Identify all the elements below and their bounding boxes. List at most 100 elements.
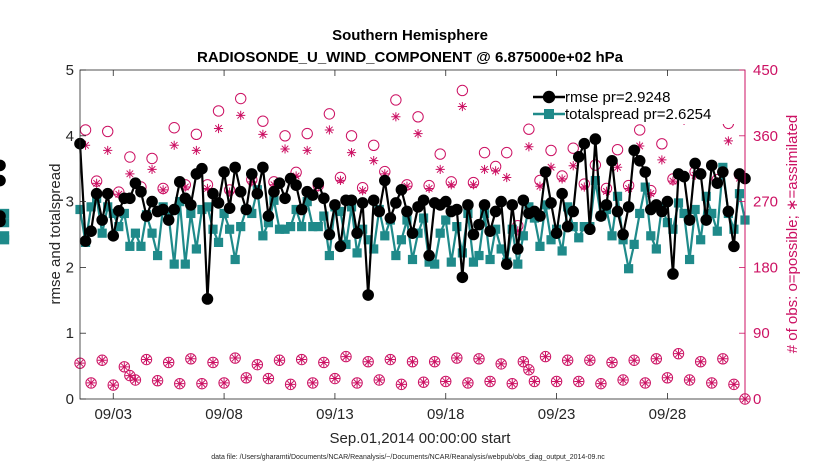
obs-possible-marker [273, 354, 286, 366]
totalspread-point [280, 224, 290, 234]
obs-assimilated-marker [346, 148, 357, 158]
totalspread-point [491, 224, 501, 234]
totalspread-point [457, 248, 467, 258]
obs-assimilated-marker [258, 129, 268, 139]
obs-assimilated-marker [723, 136, 733, 146]
rmse-point [489, 205, 502, 218]
totalspread-point [114, 222, 124, 232]
totalspread-point [535, 241, 545, 251]
obs-assimilated-marker [502, 172, 512, 183]
obs-assimilated-marker [518, 357, 528, 367]
x-tick-label: 09/18 [427, 406, 465, 423]
rmse-point [351, 227, 363, 239]
obs-possible-marker [506, 377, 518, 390]
totalspread-point [341, 239, 351, 249]
obs-assimilated-marker [424, 183, 434, 194]
rmse-point [140, 210, 153, 222]
obs-assimilated-marker [158, 185, 168, 195]
totalspread-point [468, 257, 479, 267]
obs-assimilated-marker [130, 375, 141, 385]
obs-possible-marker [301, 127, 313, 140]
rmse-point [534, 210, 546, 222]
obs-assimilated-marker [169, 140, 179, 150]
x-tick-label: 09/13 [316, 406, 354, 423]
rmse-point [678, 170, 690, 183]
obs-possible-marker [151, 375, 164, 387]
y-tick-label-right: 450 [753, 62, 778, 79]
obs-possible-marker [329, 372, 341, 385]
rmse-point [290, 179, 302, 191]
rmse-point [578, 137, 591, 150]
totalspread-point [557, 246, 567, 256]
rmse-point [423, 249, 435, 262]
obs-assimilated-marker [330, 373, 340, 384]
rmse-point [367, 194, 380, 207]
totalspread-point [485, 254, 495, 265]
obs-possible-marker [218, 377, 230, 389]
totalspread-point [258, 231, 268, 241]
obs-assimilated-marker [219, 378, 229, 388]
obs-possible-marker [656, 138, 668, 150]
totalspread-point [186, 208, 196, 219]
x-tick-label: 09/28 [649, 406, 687, 423]
rmse-series [0, 133, 751, 305]
obs-possible-marker [440, 375, 452, 388]
obs-possible-marker [528, 375, 541, 388]
rmse-point [639, 166, 652, 178]
obs-possible-marker [462, 377, 474, 389]
obs-possible-marker [368, 139, 380, 152]
obs-possible-marker [295, 353, 308, 366]
obs-assimilated-marker [579, 182, 589, 192]
obs-possible-marker [573, 375, 585, 388]
totalspread-point [424, 257, 434, 267]
obs-possible-marker [428, 356, 441, 368]
obs-possible-marker [102, 125, 114, 138]
obs-possible-marker [395, 378, 408, 391]
obs-assimilated-marker [97, 355, 107, 365]
totalspread-point [662, 218, 673, 228]
obs-assimilated-marker [557, 174, 567, 184]
obs-possible-marker [484, 375, 496, 388]
totalspread-point [563, 202, 573, 212]
obs-assimilated-marker [684, 375, 695, 385]
totalspread-point [97, 228, 107, 238]
obs-possible-marker [412, 111, 424, 123]
obs-assimilated-marker [202, 183, 213, 194]
obs-assimilated-marker [352, 378, 362, 388]
rmse-point [722, 205, 735, 218]
totalspread-point [130, 228, 141, 238]
rmse-point [417, 194, 430, 207]
totalspread-point [324, 250, 334, 261]
rmse-point [517, 194, 530, 207]
totalspread-point [236, 222, 246, 232]
obs-assimilated-marker [479, 164, 490, 175]
obs-possible-marker [262, 372, 275, 385]
obs-assimilated-marker [302, 145, 312, 156]
rmse-point [606, 155, 618, 167]
obs-possible-marker [634, 124, 646, 136]
obs-assimilated-marker [236, 110, 246, 120]
totalspread-point [335, 206, 346, 217]
totalspread-point [696, 235, 706, 245]
y-tick-label-left: 5 [66, 62, 74, 79]
obs-possible-marker [107, 379, 119, 391]
totalspread-point [529, 213, 540, 223]
totalspread-point [319, 211, 329, 221]
obs-assimilated-marker [540, 351, 551, 362]
axes: 09/03 09/08 09/13 09/18 09/23 09/280123450901… [66, 62, 778, 423]
totalspread-point [684, 254, 695, 265]
y-axis-label-right: # of obs: o=possible; ∗=assimilated [784, 115, 801, 354]
obs-assimilated-marker [92, 178, 102, 188]
rmse-point [157, 203, 169, 216]
x-tick-label: 09/08 [205, 406, 243, 423]
totalspread-point [125, 241, 135, 251]
totalspread-point [635, 208, 645, 219]
rmse-point [323, 228, 336, 241]
obs-assimilated-marker [125, 371, 135, 381]
totalspread-point [546, 235, 556, 245]
rmse-point [0, 215, 6, 228]
obs-possible-marker [118, 361, 131, 373]
rmse-point [622, 201, 635, 213]
totalspread-point [197, 204, 207, 215]
totalspread-point [269, 195, 279, 205]
